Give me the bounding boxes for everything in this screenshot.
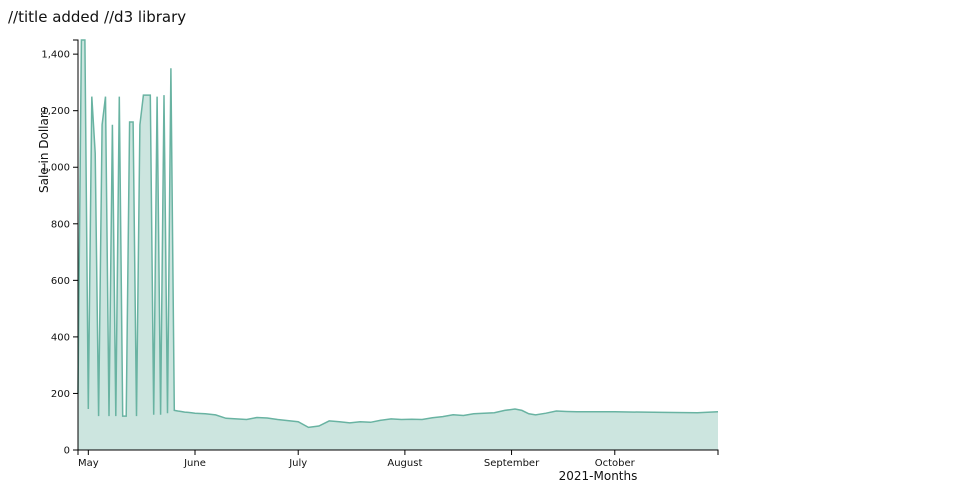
y-tick-label: 600 xyxy=(51,276,70,287)
y-tick-label: 800 xyxy=(51,219,70,230)
y-tick-label: 1,200 xyxy=(41,106,70,117)
x-axis: May June July August September October xyxy=(77,449,719,469)
area-series-line xyxy=(77,39,719,429)
y-tick-label: 400 xyxy=(51,332,70,343)
plot-area xyxy=(77,39,719,450)
x-tick-label: August xyxy=(387,458,422,469)
x-tick-label: May xyxy=(78,458,99,469)
x-axis-title: 2021-Months xyxy=(559,469,638,483)
x-axis-domain xyxy=(77,449,719,455)
y-tick-label: 1,400 xyxy=(41,50,70,61)
y-axis: 0 200 400 600 800 1,000 1,200 1,400 xyxy=(41,39,79,457)
x-tick-label: June xyxy=(183,458,206,469)
y-tick-label: 200 xyxy=(51,389,70,400)
x-tick-label: October xyxy=(595,458,636,469)
x-tick-label: September xyxy=(484,458,540,469)
area-series xyxy=(78,40,718,450)
y-tick-label: 0 xyxy=(64,446,70,457)
y-axis-title: Sale in Dollars xyxy=(37,107,51,193)
y-tick-label: 1,000 xyxy=(41,163,70,174)
page-title: //title added //d3 library xyxy=(8,8,187,26)
y-axis-domain xyxy=(73,39,79,451)
x-tick-label: July xyxy=(288,458,307,469)
